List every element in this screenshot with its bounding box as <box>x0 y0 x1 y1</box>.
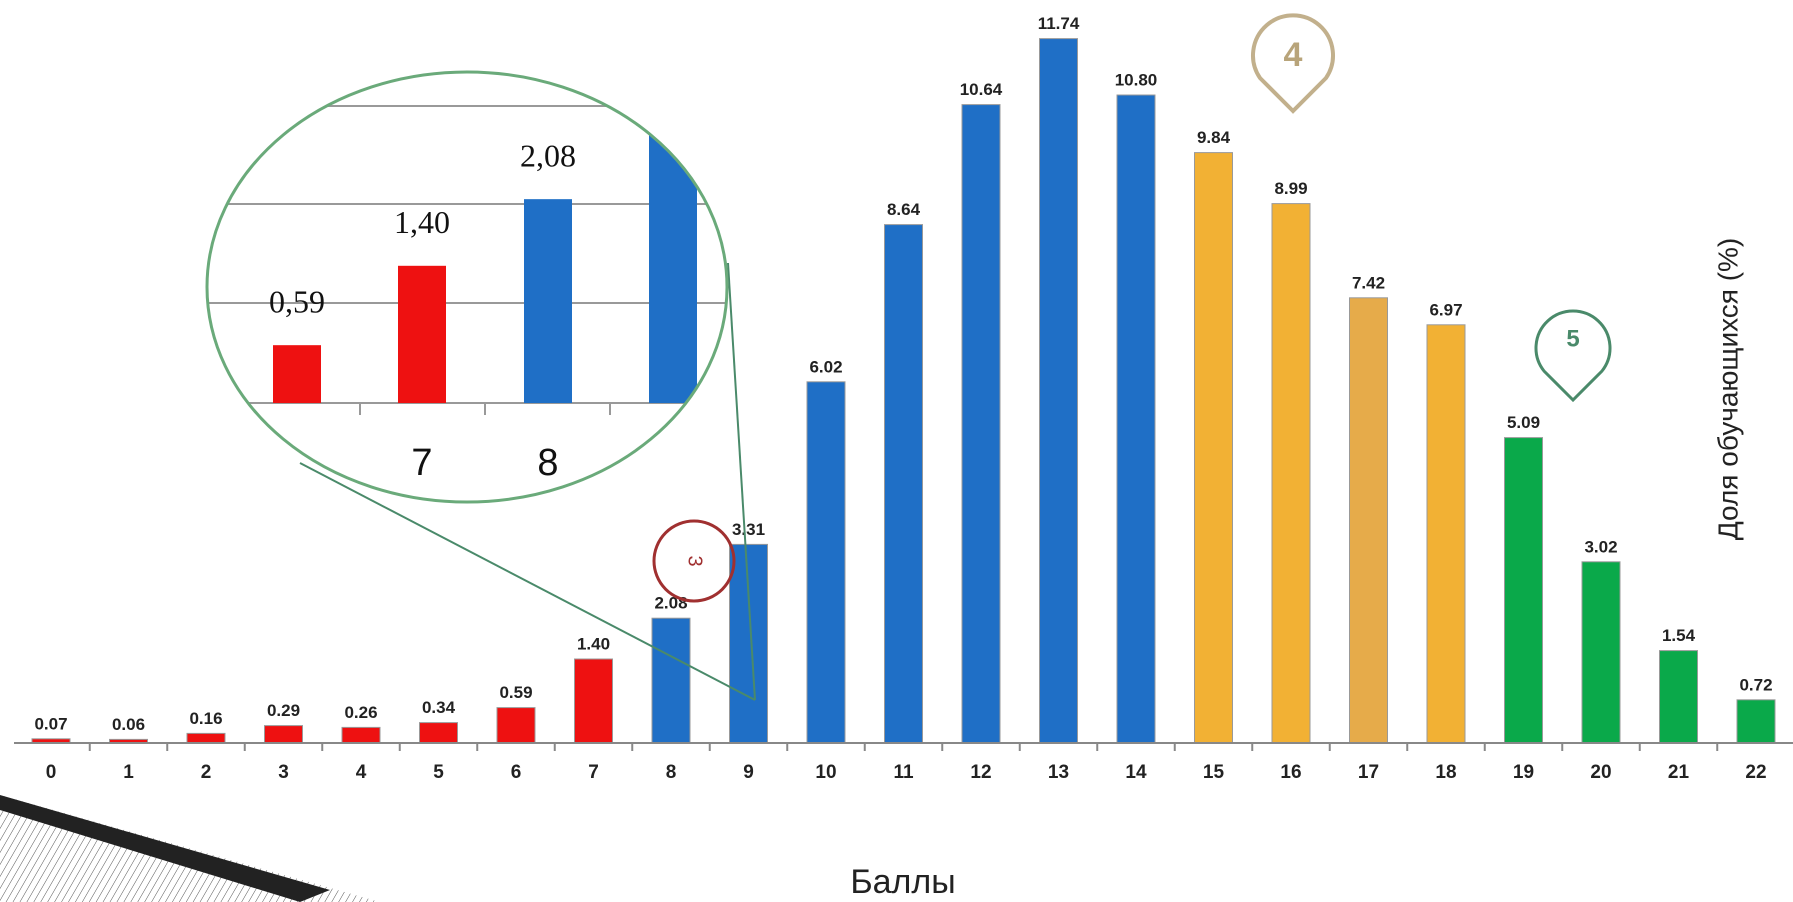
bar <box>651 617 691 744</box>
x-tick-label: 19 <box>1513 762 1534 783</box>
value-label: 0.26 <box>344 703 377 722</box>
zoom-connector <box>727 262 756 701</box>
x-tick-label: 6 <box>511 762 522 783</box>
x-tick-label: 1 <box>123 762 134 783</box>
inset-bar <box>398 265 446 403</box>
marker-3 <box>652 519 736 603</box>
value-label: 3.31 <box>732 520 765 539</box>
inset: 0,59 1,40 2,08 7 8 <box>205 70 729 504</box>
y-axis-label: Доля обучающихся (%) <box>1712 238 1743 541</box>
inset-bg <box>207 72 727 502</box>
inset-value-label: 2,08 <box>520 138 576 174</box>
value-label: 3.02 <box>1584 537 1617 556</box>
value-label: 6.02 <box>809 357 842 376</box>
inset-border <box>205 70 729 504</box>
x-tick-label: 21 <box>1668 762 1690 783</box>
x-tick-label: 4 <box>356 762 367 783</box>
value-label: 0.72 <box>1739 675 1772 694</box>
inset-value-label: 1,40 <box>394 204 450 240</box>
x-tick-label: 8 <box>666 762 677 783</box>
bar <box>186 732 226 744</box>
zoom-connector <box>299 462 756 701</box>
marker-label: 4 <box>1284 36 1303 74</box>
value-label: 5.09 <box>1507 413 1540 432</box>
decor-stripe <box>0 795 330 902</box>
bar <box>1116 94 1156 744</box>
x-tick-label: 10 <box>815 762 836 783</box>
value-label: 0.59 <box>499 683 532 702</box>
bar <box>961 104 1001 744</box>
bar <box>419 722 458 744</box>
x-tick-label: 14 <box>1125 762 1147 783</box>
bar <box>341 726 381 744</box>
x-tick-label: 5 <box>433 762 444 783</box>
x-tick-label: 9 <box>743 762 754 783</box>
marker-5 <box>1534 309 1612 403</box>
marker-label: 3 <box>684 555 706 566</box>
bar <box>1039 38 1078 744</box>
bar <box>1271 203 1311 744</box>
marker-label: 5 <box>1566 325 1579 352</box>
value-label: 6.97 <box>1429 300 1462 319</box>
x-tick-label: 20 <box>1590 762 1611 783</box>
x-tick-label: 7 <box>588 762 599 783</box>
inset-bar <box>273 345 321 403</box>
x-axis-label: Баллы <box>850 863 955 901</box>
bars: 0.07 0 0.06 1 0.16 2 0.29 3 0.26 4 0.34 5 0.59 6 1.40 7… <box>31 14 1776 783</box>
bar <box>574 658 613 744</box>
x-tick-label: 3 <box>278 762 289 783</box>
bar <box>1194 152 1233 744</box>
x-tick-label: 12 <box>970 762 991 783</box>
value-label: 10.80 <box>1115 70 1158 89</box>
bar <box>496 707 536 744</box>
value-label: 9.84 <box>1197 128 1231 147</box>
value-label: 7.42 <box>1352 273 1385 292</box>
value-label: 0.34 <box>422 698 456 717</box>
bar <box>1349 297 1388 744</box>
value-label: 1.40 <box>577 634 610 653</box>
bar <box>884 224 923 744</box>
bar <box>1659 650 1698 744</box>
bar <box>1736 699 1776 744</box>
x-tick-label: 22 <box>1745 762 1766 783</box>
bar <box>1504 437 1543 744</box>
inset-bar <box>524 199 572 403</box>
marker-4 <box>1251 13 1335 114</box>
bar <box>264 725 303 744</box>
value-label: 8.64 <box>887 200 921 219</box>
inset-tick-label: 8 <box>537 442 558 484</box>
inset-tick-label: 7 <box>411 442 432 484</box>
x-tick-label: 2 <box>201 762 212 783</box>
value-label: 1.54 <box>1662 626 1696 645</box>
value-label: 0.29 <box>267 701 300 720</box>
value-label: 0.06 <box>112 715 145 734</box>
value-label: 11.74 <box>1038 14 1080 33</box>
value-label: 8.99 <box>1274 179 1307 198</box>
x-tick-label: 15 <box>1203 762 1225 783</box>
value-label: 2.08 <box>654 594 687 613</box>
x-tick-label: 16 <box>1280 762 1301 783</box>
value-label: 0.07 <box>34 714 67 733</box>
x-tick-label: 13 <box>1048 762 1069 783</box>
value-label: 10.64 <box>960 80 1003 99</box>
bar <box>806 381 846 744</box>
bar <box>1426 324 1466 744</box>
x-tick-label: 0 <box>46 762 57 783</box>
x-tick-label: 18 <box>1435 762 1456 783</box>
decor-hatch <box>0 795 380 902</box>
inset-bar <box>649 78 697 404</box>
bar <box>1581 561 1621 744</box>
bar <box>729 543 768 744</box>
x-tick-label: 17 <box>1358 762 1379 783</box>
value-label: 0.16 <box>189 709 222 728</box>
inset-value-label: 0,59 <box>269 284 325 320</box>
x-tick-label: 11 <box>893 762 914 783</box>
